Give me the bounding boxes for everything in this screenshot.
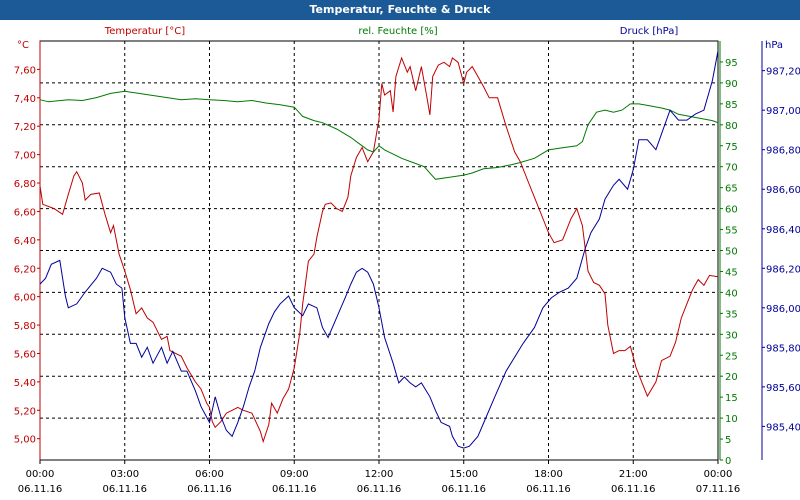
x-tick-label: 18:00 (534, 469, 563, 480)
x-tick-label: 12:00 (365, 469, 394, 480)
temperature-tick-label: 6,60 (14, 207, 36, 218)
temperature-tick-label: 6,00 (14, 293, 36, 304)
humidity-tick-label: 25 (725, 351, 738, 362)
humidity-tick-label: 20 (725, 372, 738, 383)
humidity-tick-label: 85 (725, 100, 738, 111)
pressure-tick-label: 985,80 (766, 343, 800, 354)
pressure-series-line (39, 50, 719, 449)
temperature-tick-label: 5,60 (14, 349, 36, 360)
pressure-tick-label: 986,00 (766, 304, 800, 315)
humidity-tick-label: 70 (725, 163, 738, 174)
temperature-unit: °C (17, 40, 29, 51)
x-date-label: 06.11.16 (102, 484, 147, 495)
pressure-tick-label: 987,20 (766, 67, 800, 78)
x-date-label: 06.11.16 (611, 484, 656, 495)
humidity-axis-label: rel. Feuchte [%] (358, 26, 437, 37)
temperature-series-line (39, 56, 719, 444)
humidity-tick-label: 80 (725, 121, 738, 132)
humidity-tick-label: 30 (725, 330, 738, 341)
temperature-tick-label: 5,00 (14, 435, 36, 446)
x-date-label: 07.11.16 (696, 484, 741, 495)
temperature-tick-label: 7,00 (14, 151, 36, 162)
pressure-axis-label: Druck [hPa] (620, 26, 679, 37)
temperature-tick-label: 7,20 (14, 122, 36, 133)
x-date-label: 06.11.16 (18, 484, 63, 495)
humidity-tick-label: 0 (725, 456, 731, 467)
temperature-tick-label: 5,20 (14, 406, 36, 417)
x-tick-label: 00:00 (704, 469, 733, 480)
humidity-tick-label: 90 (725, 79, 738, 90)
chart-title: Temperatur, Feuchte & Druck (309, 3, 491, 16)
humidity-tick-label: 95 (725, 58, 738, 69)
pressure-tick-label: 985,60 (766, 383, 800, 394)
temperature-tick-label: 7,60 (14, 65, 36, 76)
humidity-series-line (39, 90, 719, 180)
x-date-label: 06.11.16 (187, 484, 232, 495)
pressure-tick-label: 986,80 (766, 146, 800, 157)
temperature-axis-label: Temperatur [°C] (104, 26, 185, 37)
humidity-tick-label: 65 (725, 184, 738, 195)
humidity-tick-label: 35 (725, 309, 738, 320)
x-date-label: 06.11.16 (441, 484, 486, 495)
x-tick-label: 21:00 (619, 469, 648, 480)
pressure-tick-label: 986,20 (766, 264, 800, 275)
x-tick-label: 03:00 (110, 469, 139, 480)
x-tick-label: 15:00 (449, 469, 478, 480)
temperature-tick-label: 5,40 (14, 378, 36, 389)
temperature-tick-label: 7,40 (14, 94, 36, 105)
pressure-tick-label: 985,40 (766, 422, 800, 433)
humidity-tick-label: 75 (725, 142, 738, 153)
humidity-tick-label: 55 (725, 226, 738, 237)
humidity-tick-label: 5 (725, 435, 731, 446)
temperature-tick-label: 6,80 (14, 179, 36, 190)
temperature-tick-label: 6,20 (14, 264, 36, 275)
humidity-tick-label: 15 (725, 393, 738, 404)
temperature-tick-label: 6,40 (14, 236, 36, 247)
humidity-tick-label: 45 (725, 267, 738, 278)
humidity-tick-label: 40 (725, 288, 738, 299)
x-tick-label: 00:00 (26, 469, 55, 480)
temperature-tick-label: 5,80 (14, 321, 36, 332)
x-tick-label: 09:00 (280, 469, 309, 480)
x-date-label: 06.11.16 (272, 484, 317, 495)
x-tick-label: 06:00 (195, 469, 224, 480)
pressure-tick-label: 987,00 (766, 106, 800, 117)
humidity-tick-label: 50 (725, 247, 738, 258)
x-date-label: 06.11.16 (357, 484, 402, 495)
pressure-unit: hPa (765, 40, 783, 51)
pressure-tick-label: 986,60 (766, 185, 800, 196)
chart-title-bar: Temperatur, Feuchte & Druck (0, 0, 800, 20)
x-date-label: 06.11.16 (526, 484, 571, 495)
humidity-tick-label: 10 (725, 414, 738, 425)
humidity-tick-label: 60 (725, 205, 738, 216)
pressure-tick-label: 986,40 (766, 225, 800, 236)
